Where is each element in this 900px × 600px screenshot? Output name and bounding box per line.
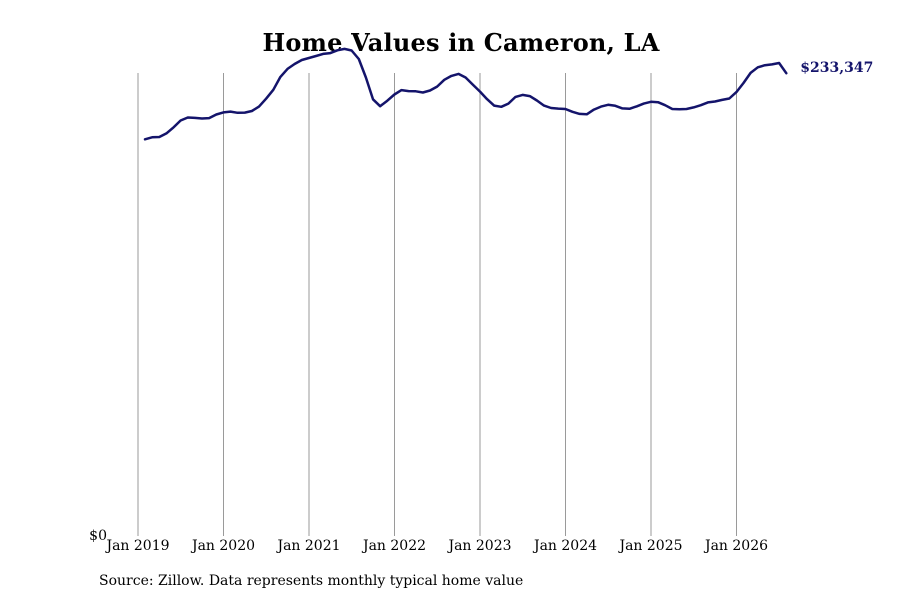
x-tick-label: Jan 2019: [104, 538, 169, 554]
x-tick-label: Jan 2026: [703, 538, 768, 554]
series-line: [143, 47, 788, 141]
gridlines: [137, 73, 737, 536]
axis-labels: Jan 2019 Jan 2020 Jan 2021 Jan 2022 Jan 2023…: [89, 60, 873, 554]
plot-area: [143, 47, 788, 141]
x-tick-label: Jan 2023: [446, 538, 511, 554]
end-value-label: $233,347: [800, 60, 873, 76]
y-tick-label: $0: [89, 528, 107, 544]
x-tick-label: Jan 2021: [275, 538, 340, 554]
x-tick-label: Jan 2022: [361, 538, 426, 554]
x-tick-label: Jan 2025: [617, 538, 682, 554]
source-note: Source: Zillow. Data represents monthly …: [99, 573, 524, 589]
x-tick-label: Jan 2020: [190, 538, 255, 554]
x-tick-label: Jan 2024: [532, 538, 597, 554]
